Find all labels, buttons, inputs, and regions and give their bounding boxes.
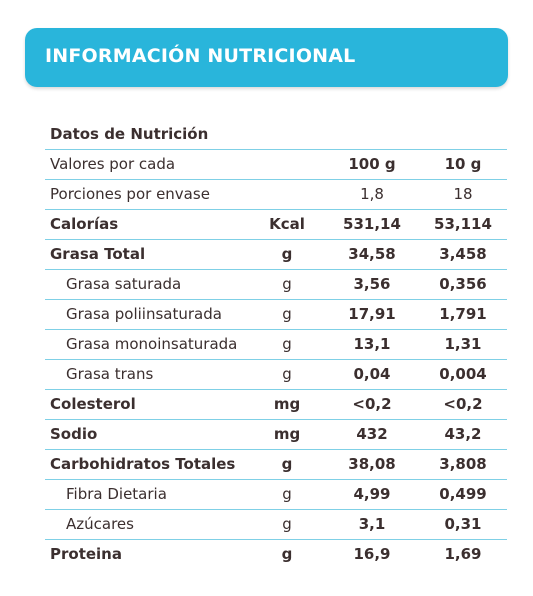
row-label: Azúcares (66, 515, 134, 533)
row-value-10g: 43,2 (444, 425, 482, 443)
row-unit: g (282, 365, 292, 383)
row-unit: g (281, 545, 293, 563)
row-label: Calorías (50, 215, 119, 233)
row-value-100g: 0,04 (353, 365, 391, 383)
row-label: Grasa trans (66, 365, 154, 383)
nutrition-table: Datos de Nutrición Valores por cada 100 … (45, 119, 507, 569)
row-label: Carbohidratos Totales (50, 455, 236, 473)
row-unit: g (282, 305, 292, 323)
row-unit: g (282, 335, 292, 353)
table-row-total-carbs: Carbohidratos Totales g 38,08 3,808 (45, 450, 507, 480)
row-unit: g (281, 245, 293, 263)
table-row-sugars: Azúcares g 3,1 0,31 (45, 510, 507, 540)
row-label: Grasa saturada (66, 275, 182, 293)
row-value-100g: 34,58 (348, 245, 396, 263)
row-value-100g: 531,14 (343, 215, 401, 233)
row-value-100g: 17,91 (348, 305, 396, 323)
row-value-10g: 3,458 (439, 245, 487, 263)
row-value-10g: 1,69 (444, 545, 482, 563)
row-value-100g: 3,56 (353, 275, 391, 293)
row-unit: mg (273, 425, 301, 443)
row-label: Colesterol (50, 395, 136, 413)
row-label: Fibra Dietaria (66, 485, 167, 503)
row-value-10g: <0,2 (443, 395, 483, 413)
row-label: Valores por cada (50, 155, 176, 173)
row-label: Grasa poliinsaturada (66, 305, 222, 323)
row-value-100g: 38,08 (348, 455, 396, 473)
row-label: Sodio (50, 425, 98, 443)
row-value-10g: 3,808 (439, 455, 487, 473)
table-row-monounsaturated-fat: Grasa monoinsaturada g 13,1 1,31 (45, 330, 507, 360)
row-value-100g: 13,1 (353, 335, 391, 353)
row-unit: Kcal (269, 215, 305, 233)
row-value-10g: 0,499 (439, 485, 487, 503)
table-row-trans-fat: Grasa trans g 0,04 0,004 (45, 360, 507, 390)
table-row-total-fat: Grasa Total g 34,58 3,458 (45, 240, 507, 270)
row-value-100g: 1,8 (360, 185, 384, 203)
table-row-polyunsaturated-fat: Grasa poliinsaturada g 17,91 1,791 (45, 300, 507, 330)
row-value-10g: 0,356 (439, 275, 487, 293)
row-label: Porciones por envase (50, 185, 210, 203)
table-row-protein: Proteina g 16,9 1,69 (45, 540, 507, 569)
row-value-100g: <0,2 (352, 395, 392, 413)
table-row-servings: Porciones por envase 1,8 18 (45, 180, 507, 210)
row-value-100g: 3,1 (358, 515, 386, 533)
table-title: Datos de Nutrición (45, 119, 507, 150)
row-value-10g: 0,31 (444, 515, 482, 533)
table-row-sodium: Sodio mg 432 43,2 (45, 420, 507, 450)
table-row-values-per: Valores por cada 100 g 10 g (45, 150, 507, 180)
row-unit: g (282, 275, 292, 293)
row-value-100g: 4,99 (353, 485, 391, 503)
column-header-100g: 100 g (348, 155, 396, 173)
table-row-dietary-fiber: Fibra Dietaria g 4,99 0,499 (45, 480, 507, 510)
row-label: Grasa Total (50, 245, 146, 263)
row-value-10g: 53,114 (434, 215, 492, 233)
row-value-10g: 1,31 (444, 335, 482, 353)
row-value-10g: 18 (453, 185, 473, 203)
title-banner: INFORMACIÓN NUTRICIONAL (25, 28, 508, 87)
row-unit: mg (273, 395, 301, 413)
row-label: Grasa monoinsaturada (66, 335, 238, 353)
column-header-10g: 10 g (444, 155, 482, 173)
row-unit: g (281, 455, 293, 473)
row-value-10g: 1,791 (439, 305, 487, 323)
row-value-100g: 16,9 (353, 545, 391, 563)
row-unit: g (282, 485, 292, 503)
table-row-calories: Calorías Kcal 531,14 53,114 (45, 210, 507, 240)
row-label: Proteina (50, 545, 122, 563)
banner-title: INFORMACIÓN NUTRICIONAL (45, 45, 356, 67)
table-row-saturated-fat: Grasa saturada g 3,56 0,356 (45, 270, 507, 300)
row-unit: g (282, 515, 292, 533)
row-value-100g: 432 (356, 425, 388, 443)
table-row-cholesterol: Colesterol mg <0,2 <0,2 (45, 390, 507, 420)
row-value-10g: 0,004 (439, 365, 487, 383)
